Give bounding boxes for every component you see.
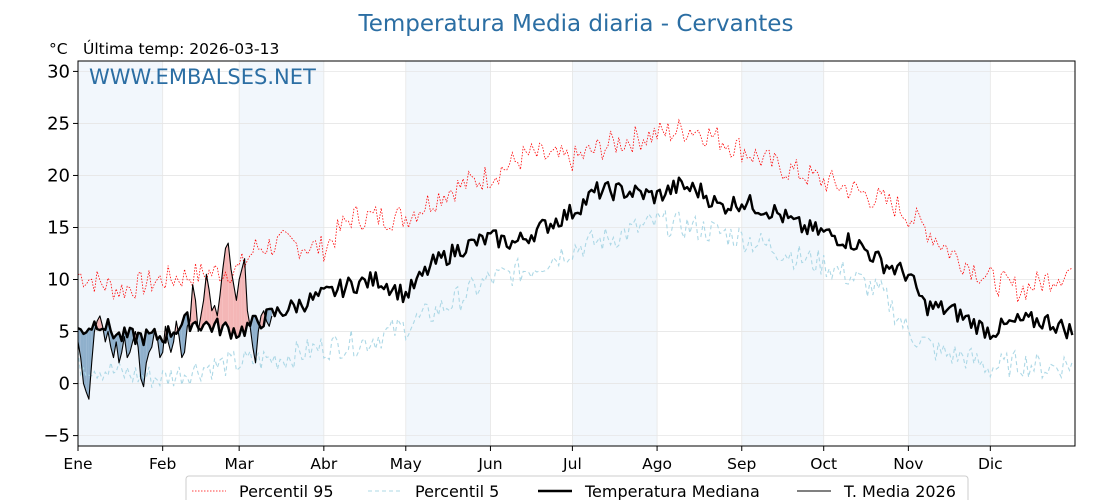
anomaly-fill xyxy=(86,328,89,400)
legend-label: Percentil 95 xyxy=(239,482,334,500)
y-tick-label: 0 xyxy=(59,374,70,395)
anomaly-fill xyxy=(200,300,204,331)
legend: Percentil 95 Percentil 5 Temperatura Media… xyxy=(185,475,969,500)
anomaly-fill xyxy=(97,315,100,331)
y-tick-label: 20 xyxy=(47,165,70,186)
series-lines xyxy=(77,118,1074,400)
month-band-sep xyxy=(741,61,824,446)
x-tick-label: Mar xyxy=(225,455,255,473)
x-tick-label: Sep xyxy=(727,455,756,473)
legend-label: Temperatura Mediana xyxy=(584,482,760,500)
anomaly-fill xyxy=(241,258,245,336)
month-bands xyxy=(78,61,991,446)
anomaly-fill xyxy=(230,269,234,339)
legend-label: Percentil 5 xyxy=(415,482,499,500)
series-temperatura-mediana xyxy=(77,176,1074,347)
month-band-mar xyxy=(239,61,324,446)
month-band-jul xyxy=(572,61,658,446)
anomaly-fill xyxy=(236,279,240,338)
last-temp-label: Última temp: 2026-03-13 xyxy=(83,39,279,58)
series-percentil-5 xyxy=(77,210,1073,388)
x-tick-label: May xyxy=(390,455,422,473)
y-tick-label: 10 xyxy=(47,270,70,291)
anomaly-fill xyxy=(203,274,207,325)
watermark: WWW.EMBALSES.NET xyxy=(89,65,316,89)
chart-title: Temperatura Media diaria - Cervantes xyxy=(358,11,794,37)
x-tick-label: Jul xyxy=(562,455,582,473)
x-tick-label: Feb xyxy=(149,455,176,473)
y-tick-label: 15 xyxy=(47,217,70,238)
anomaly-fill xyxy=(220,269,223,336)
anomaly-fill xyxy=(78,328,81,358)
y-tick-label: 5 xyxy=(59,322,70,343)
grid-lines xyxy=(77,61,1075,446)
month-band-ene xyxy=(78,61,163,446)
anomaly-fill xyxy=(88,328,92,400)
anomaly-fill xyxy=(225,243,229,328)
x-tick-label: Dic xyxy=(978,455,1003,473)
x-tick-label: Jun xyxy=(477,455,502,473)
legend-box xyxy=(185,475,969,500)
y-axis-ticks: −5 0 5 10 15 20 25 30 xyxy=(43,61,78,447)
anomaly-fill xyxy=(83,332,87,392)
x-tick-label: Oct xyxy=(810,455,837,473)
legend-label: T. Media 2026 xyxy=(843,482,956,500)
x-tick-label: Nov xyxy=(893,455,923,473)
y-tick-label: 25 xyxy=(47,113,70,134)
x-axis-ticks: Ene Feb Mar Abr May Jun Jul Ago Sep Oct Nov Dic xyxy=(63,446,1003,473)
month-band-may xyxy=(405,61,491,446)
anomaly-fill xyxy=(239,269,242,337)
anomaly-fill xyxy=(181,315,185,358)
anomaly-fill xyxy=(140,333,144,387)
anomaly-fill xyxy=(192,284,196,324)
series-percentil-95 xyxy=(77,118,1073,303)
plot-frame xyxy=(77,60,1076,447)
anomaly-fill xyxy=(209,289,212,332)
unit-label: °C xyxy=(49,40,68,58)
x-tick-label: Ago xyxy=(642,455,672,473)
x-tick-label: Abr xyxy=(310,455,337,473)
x-tick-label: Ene xyxy=(63,455,92,473)
series-t-media-2026 xyxy=(77,242,273,400)
y-tick-label: 30 xyxy=(47,61,70,82)
month-band-nov xyxy=(908,61,991,446)
y-tick-label: −5 xyxy=(43,426,70,447)
anomaly-fill xyxy=(129,327,133,353)
